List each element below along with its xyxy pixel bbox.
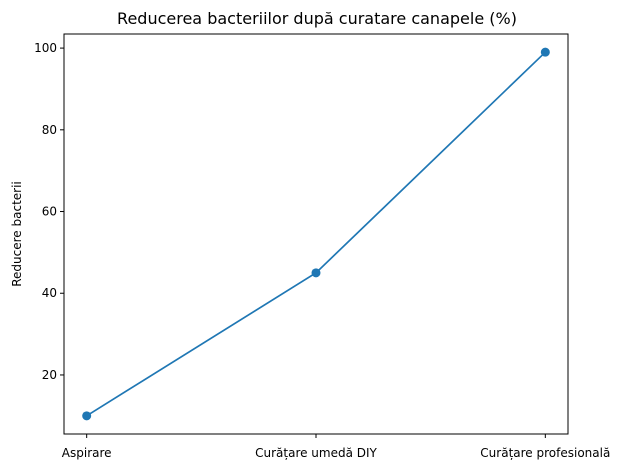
x-axis-ticks: Aspirare Curățare umedă DIY Curățare profe… <box>62 434 610 460</box>
y-tick-label: 80 <box>42 123 57 137</box>
x-tick-label: Curățare umedă DIY <box>255 446 377 460</box>
chart-title: Reducerea bacteriilor după curatare cana… <box>117 9 517 28</box>
y-axis-ticks: 20 40 60 80 100 <box>34 41 64 382</box>
y-tick-label: 40 <box>42 286 57 300</box>
x-tick-label: Curățare profesională <box>480 446 610 460</box>
y-axis-label: Reducere bacterii <box>10 181 24 287</box>
plot-frame <box>63 33 569 435</box>
data-point <box>311 268 321 278</box>
y-tick-label: 60 <box>42 205 57 219</box>
series-layer <box>82 47 550 421</box>
y-tick-label: 100 <box>34 41 57 55</box>
x-tick-label: Aspirare <box>62 446 112 460</box>
series-line <box>86 51 546 417</box>
data-point <box>82 411 92 421</box>
data-point <box>540 47 550 57</box>
y-tick-label: 20 <box>42 368 57 382</box>
